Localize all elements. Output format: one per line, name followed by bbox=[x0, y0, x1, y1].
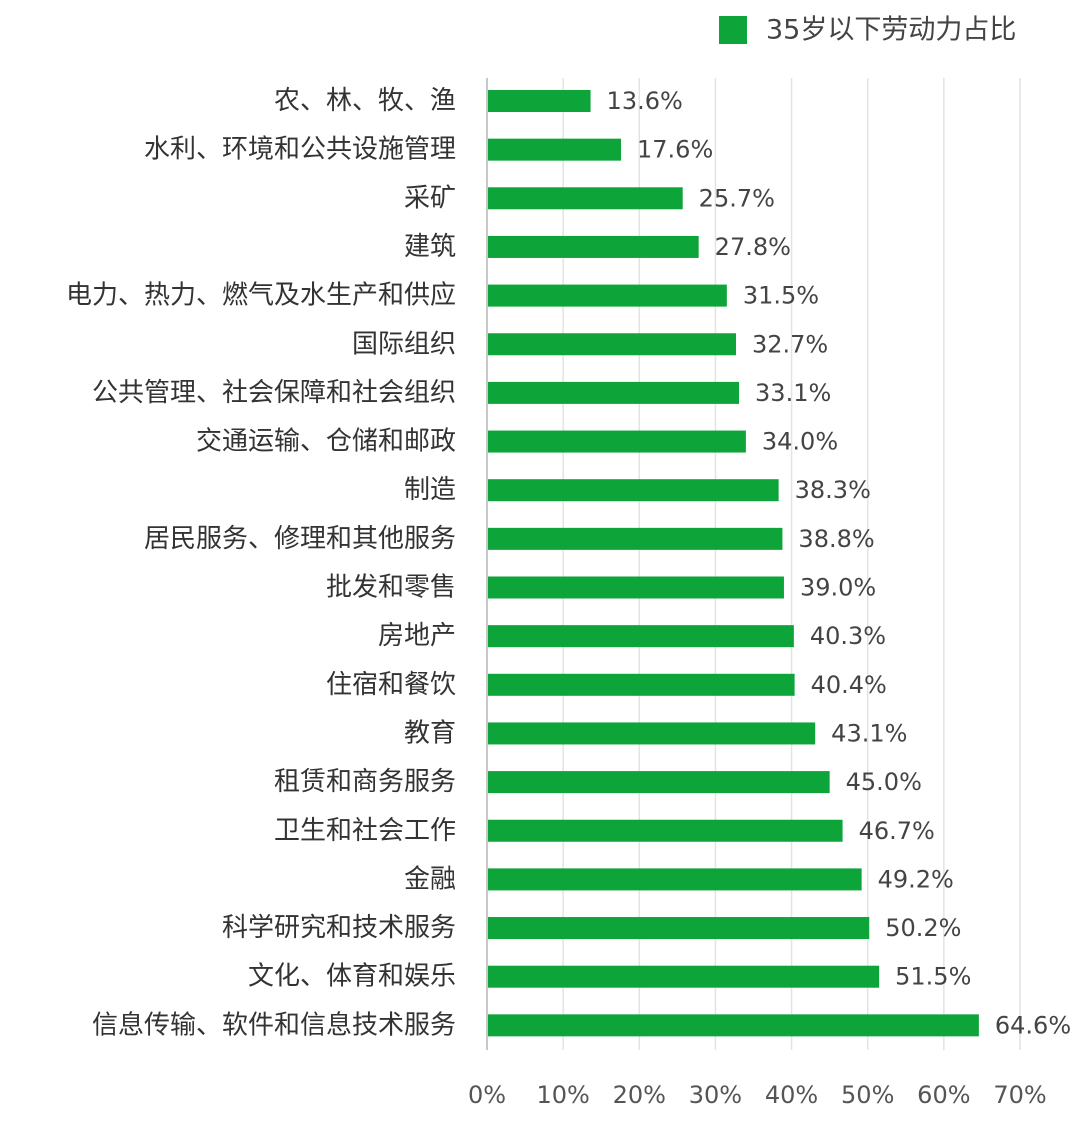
value-label: 38.3% bbox=[795, 476, 871, 504]
value-label: 49.2% bbox=[878, 865, 954, 893]
bar bbox=[488, 917, 870, 940]
x-tick-label: 70% bbox=[993, 1081, 1046, 1109]
category-label: 水利、环境和公共设施管理 bbox=[144, 135, 456, 165]
x-axis-ticks: 0% 10% 20% 30% 40% 50% 60% 70% bbox=[468, 1081, 1047, 1109]
category-label: 租赁和商务服务 bbox=[274, 767, 456, 797]
bar bbox=[488, 868, 862, 891]
legend-label: 35岁以下劳动力占比 bbox=[766, 15, 1016, 46]
category-label: 农、林、牧、渔 bbox=[274, 86, 456, 116]
x-tick-label: 0% bbox=[468, 1081, 506, 1109]
bar bbox=[488, 187, 683, 210]
value-label: 32.7% bbox=[752, 330, 828, 358]
value-label: 38.8% bbox=[798, 525, 874, 553]
bar bbox=[488, 235, 699, 258]
value-label: 25.7% bbox=[699, 184, 775, 212]
value-label: 50.2% bbox=[885, 914, 961, 942]
category-label: 公共管理、社会保障和社会组织 bbox=[92, 378, 456, 408]
category-label: 制造 bbox=[404, 475, 456, 505]
category-label: 居民服务、修理和其他服务 bbox=[144, 524, 456, 554]
bar bbox=[488, 722, 816, 745]
value-label: 45.0% bbox=[846, 768, 922, 796]
bar bbox=[488, 284, 727, 307]
legend-swatch bbox=[719, 16, 747, 44]
category-labels: 农、林、牧、渔水利、环境和公共设施管理采矿建筑电力、热力、燃气及水生产和供应国际… bbox=[66, 86, 456, 1040]
category-label: 批发和零售 bbox=[326, 573, 456, 603]
value-label: 40.4% bbox=[811, 671, 887, 699]
category-label: 金融 bbox=[404, 864, 456, 894]
category-label: 住宿和餐饮 bbox=[326, 670, 456, 700]
bar bbox=[488, 1014, 979, 1037]
value-label: 17.6% bbox=[637, 136, 713, 164]
category-label: 科学研究和技术服务 bbox=[222, 913, 456, 943]
bar bbox=[488, 527, 783, 550]
category-label: 信息传输、软件和信息技术服务 bbox=[92, 1010, 456, 1040]
bars bbox=[488, 90, 979, 1037]
category-label: 交通运输、仓储和邮政 bbox=[196, 427, 456, 457]
value-label: 43.1% bbox=[831, 719, 907, 747]
bar bbox=[488, 138, 622, 161]
bar bbox=[488, 771, 830, 794]
x-tick-label: 40% bbox=[765, 1081, 818, 1109]
legend: 35岁以下劳动力占比 bbox=[719, 15, 1016, 46]
bar bbox=[488, 673, 795, 696]
value-label: 40.3% bbox=[810, 622, 886, 650]
value-label: 39.0% bbox=[800, 574, 876, 602]
grid-lines bbox=[562, 78, 1021, 1050]
value-label: 34.0% bbox=[762, 428, 838, 456]
category-label: 建筑 bbox=[404, 232, 456, 262]
bar bbox=[488, 965, 880, 988]
value-labels: 13.6% 17.6% 25.7% 27.8% 31.5% 32.7% 33.1% 34.0%… bbox=[607, 87, 1072, 1039]
x-tick-label: 20% bbox=[613, 1081, 666, 1109]
value-label: 13.6% bbox=[607, 87, 683, 115]
bar bbox=[488, 381, 740, 404]
category-label: 卫生和社会工作 bbox=[274, 816, 456, 846]
x-tick-label: 10% bbox=[536, 1081, 589, 1109]
bar bbox=[488, 625, 794, 648]
x-tick-label: 60% bbox=[917, 1081, 970, 1109]
value-label: 51.5% bbox=[895, 963, 971, 991]
bar bbox=[488, 90, 591, 112]
bar bbox=[488, 819, 843, 842]
value-label: 46.7% bbox=[859, 817, 935, 845]
bar bbox=[488, 576, 784, 599]
bar bbox=[488, 430, 746, 453]
category-label: 采矿 bbox=[404, 183, 456, 213]
value-label: 33.1% bbox=[755, 379, 831, 407]
category-label: 房地产 bbox=[378, 621, 456, 651]
x-tick-label: 50% bbox=[841, 1081, 894, 1109]
category-label: 国际组织 bbox=[352, 329, 456, 359]
category-label: 教育 bbox=[404, 718, 456, 748]
value-label: 64.6% bbox=[995, 1011, 1071, 1039]
category-label: 电力、热力、燃气及水生产和供应 bbox=[66, 281, 456, 311]
x-tick-label: 30% bbox=[689, 1081, 742, 1109]
category-label: 文化、体育和娱乐 bbox=[248, 962, 456, 992]
value-label: 31.5% bbox=[743, 282, 819, 310]
value-label: 27.8% bbox=[715, 233, 791, 261]
bar bbox=[488, 333, 736, 356]
bar bbox=[488, 479, 779, 502]
